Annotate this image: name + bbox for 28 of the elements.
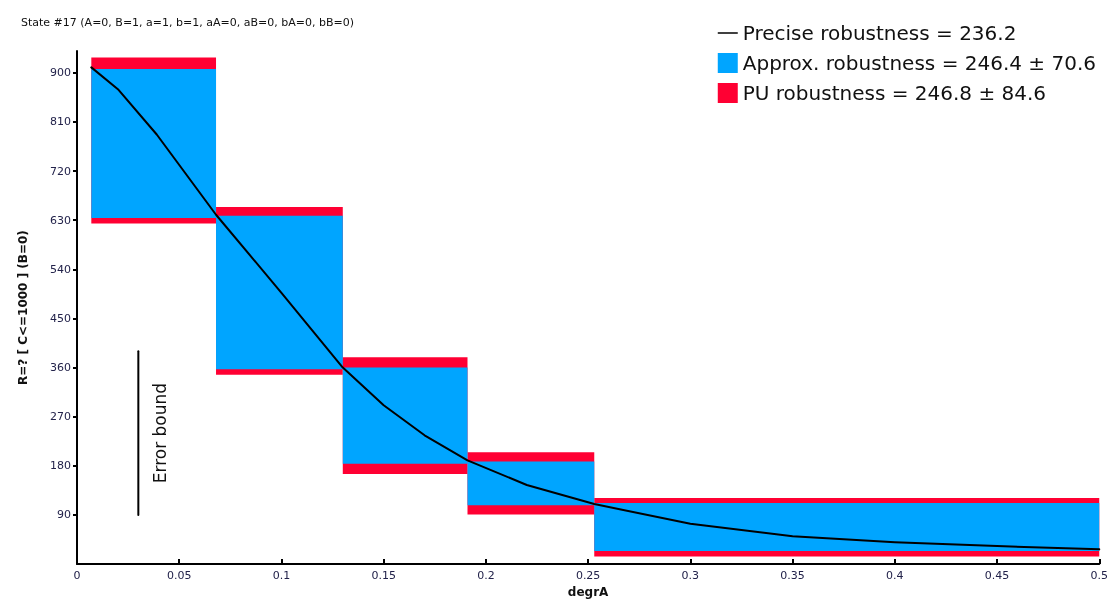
y-tick-label: 900: [50, 66, 71, 80]
x-tick-label: 0: [73, 569, 81, 583]
x-tick-label: 0.1: [272, 569, 291, 583]
y-tick-label: 270: [50, 410, 71, 424]
legend-label: Precise robustness = 236.2: [742, 21, 1017, 45]
y-tick-label: 450: [50, 311, 71, 325]
x-tick-label: 0.4: [886, 569, 904, 583]
y-tick-label: 360: [50, 361, 71, 375]
legend-label: Approx. robustness = 246.4 ± 70.6: [742, 51, 1096, 75]
x-tick-label: 0.35: [780, 569, 805, 583]
x-tick-label: 0.2: [477, 569, 495, 583]
x-tick-label: 0.5: [1090, 569, 1108, 583]
x-axis-title: degrA: [567, 585, 610, 599]
x-tick-label: 0.3: [681, 569, 700, 583]
text: Error bound: [150, 382, 171, 484]
x-tick-label: 0.05: [166, 569, 192, 583]
x-tick-label: 0.25: [575, 569, 601, 583]
y-tick-label: 720: [50, 164, 71, 178]
y-tick-label: 180: [50, 459, 71, 473]
y-tick-label: 90: [57, 508, 71, 522]
y-axis-title: R=? [ C<=1000 ] (B=0): [16, 230, 30, 385]
y-tick-label: 810: [50, 115, 71, 129]
chart-title: State #17 (A=0, B=1, a=1, b=1, aA=0, aB=0, bA=0, bB=0): [21, 16, 354, 29]
y-tick-label: 630: [50, 213, 71, 227]
y-tick-label: 540: [50, 262, 71, 276]
legend-label: PU robustness = 246.8 ± 84.6: [742, 81, 1047, 105]
x-tick-label: 0.15: [371, 569, 396, 583]
x-tick-label: 0.45: [984, 569, 1010, 583]
